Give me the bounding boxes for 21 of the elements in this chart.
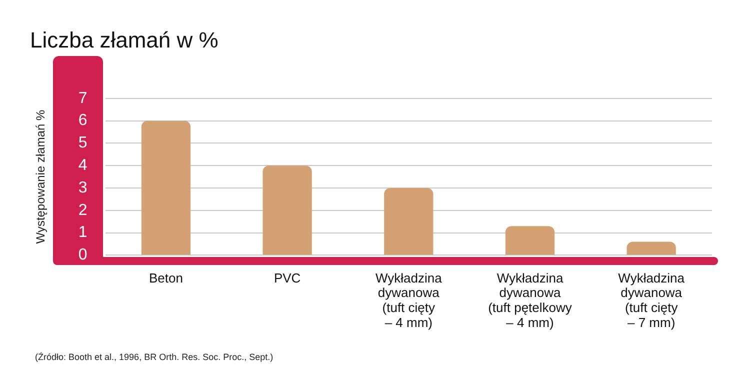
y-tick-label: 4 (78, 157, 88, 174)
x-tick-label: Wykładzina dywanowa (tuft cięty – 4 mm) (375, 270, 443, 330)
bar (626, 242, 676, 255)
y-tick-label: 5 (78, 134, 88, 152)
y-tick-label: 1 (78, 224, 88, 242)
bar (141, 120, 191, 255)
bar (505, 226, 555, 255)
x-tick-label: Beton (148, 270, 183, 286)
bar (262, 166, 312, 255)
y-tick-label: 2 (78, 202, 88, 219)
y-tick-label: 0 (78, 246, 88, 264)
y-tick-label: 3 (78, 179, 88, 196)
y-tick-label: 7 (78, 90, 88, 107)
y-tick-label: 6 (78, 112, 88, 130)
x-tick-label: Wykładzina dywanowa (tuft pętelkowy – 4 mm) (488, 270, 572, 330)
text: (Źródło: Booth et al., 1996, BR Orth. Res. Soc. Proc., Sept.) (35, 352, 274, 362)
y-axis-title: Występowanie złamań % (34, 109, 48, 244)
bar (384, 188, 434, 255)
chart-title: Liczba złamań w % (30, 27, 218, 52)
x-tick-label: Wykładzina dywanowa (tuft cięty – 7 mm) (618, 270, 686, 330)
x-tick-label: PVC (274, 270, 301, 286)
